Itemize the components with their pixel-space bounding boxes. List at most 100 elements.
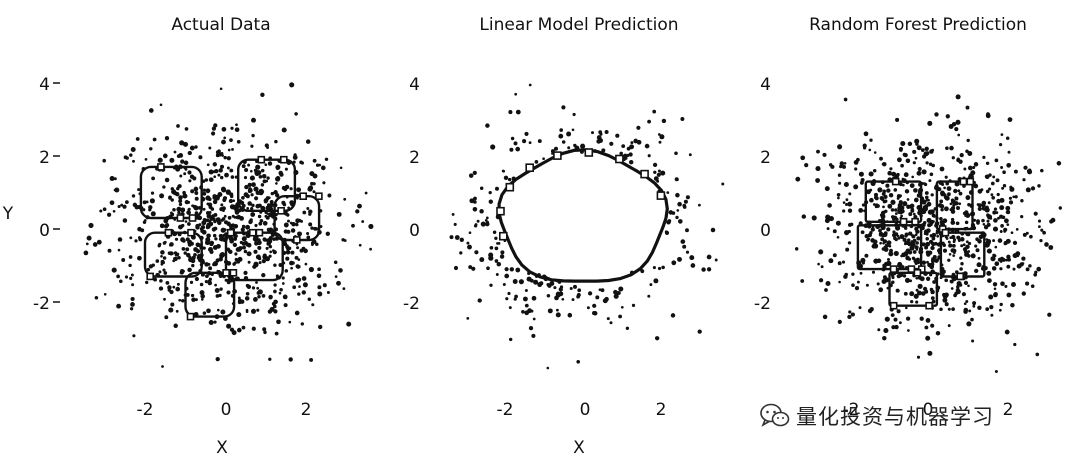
boundary-marker	[229, 268, 238, 277]
data-point	[289, 82, 295, 88]
data-point	[197, 254, 201, 258]
data-point	[884, 316, 890, 322]
data-point	[923, 232, 927, 235]
data-point	[903, 172, 909, 178]
data-point	[208, 219, 212, 223]
data-point	[163, 271, 168, 275]
boundary-marker	[911, 217, 919, 226]
data-point	[239, 200, 245, 206]
data-point	[269, 211, 275, 216]
data-point	[909, 291, 915, 297]
region-outline	[888, 271, 939, 307]
data-point	[959, 267, 963, 271]
data-point	[260, 183, 265, 187]
data-point	[942, 292, 947, 297]
data-point	[246, 242, 252, 248]
data-point	[219, 175, 224, 180]
data-point	[92, 242, 98, 247]
data-point	[308, 266, 314, 273]
data-point	[652, 109, 657, 114]
boundary-marker	[553, 151, 562, 160]
data-point	[963, 302, 967, 306]
data-point	[159, 193, 165, 199]
data-point	[112, 209, 116, 213]
data-point	[129, 276, 133, 280]
data-point	[680, 239, 686, 244]
data-point	[908, 212, 913, 217]
data-point	[660, 170, 666, 176]
data-point	[904, 240, 908, 245]
data-point	[985, 174, 990, 180]
data-point	[241, 224, 246, 229]
data-point	[247, 182, 252, 188]
data-point	[208, 177, 214, 183]
data-point	[287, 246, 292, 251]
y-tick-label: 4	[760, 75, 771, 95]
data-point	[845, 247, 850, 252]
data-point	[956, 206, 960, 210]
data-point	[176, 124, 180, 128]
watermark-text: 量化投资与机器学习	[796, 405, 994, 429]
data-point	[278, 291, 282, 295]
data-point	[939, 199, 944, 204]
data-point	[896, 157, 902, 163]
data-point	[697, 329, 702, 334]
data-point	[273, 283, 277, 287]
data-point	[239, 299, 245, 304]
data-point	[202, 220, 206, 224]
data-point	[182, 193, 188, 199]
panel-title: Actual Data	[171, 15, 270, 35]
data-point	[206, 202, 210, 206]
data-point	[524, 303, 529, 308]
data-point	[1023, 165, 1028, 170]
data-point	[943, 193, 947, 197]
data-point	[592, 311, 598, 316]
data-point	[173, 150, 177, 154]
data-point	[364, 191, 368, 195]
data-point	[159, 279, 163, 283]
data-point	[953, 188, 958, 194]
data-point	[1028, 264, 1032, 268]
data-point	[162, 153, 168, 159]
data-point	[505, 297, 509, 301]
data-point	[111, 267, 117, 273]
data-point	[882, 275, 887, 280]
data-point	[282, 202, 287, 207]
data-point	[916, 145, 922, 151]
data-point	[818, 278, 824, 283]
data-point	[886, 240, 892, 246]
data-point	[187, 170, 192, 175]
data-point	[910, 207, 915, 212]
data-point	[297, 265, 301, 269]
x-tick-label: -2	[843, 400, 860, 420]
data-point	[528, 141, 532, 145]
data-point	[839, 161, 845, 166]
data-point	[200, 228, 205, 234]
data-point	[886, 227, 891, 232]
data-point	[986, 270, 992, 276]
data-point	[682, 244, 687, 249]
data-point	[226, 247, 231, 252]
data-point	[488, 199, 493, 204]
data-point	[800, 279, 805, 283]
data-point	[502, 283, 506, 286]
data-point	[993, 218, 998, 223]
data-point	[153, 277, 158, 282]
data-point	[213, 212, 218, 217]
data-point	[285, 244, 289, 248]
data-point	[1005, 205, 1011, 211]
data-point	[138, 237, 143, 242]
data-point	[502, 169, 506, 173]
data-point	[972, 165, 976, 170]
data-point	[940, 190, 945, 196]
data-point	[822, 152, 827, 157]
data-point	[847, 201, 853, 207]
data-point	[285, 256, 290, 261]
data-point	[246, 207, 250, 210]
data-point	[868, 171, 874, 177]
data-point	[870, 227, 875, 232]
data-point	[227, 215, 232, 220]
data-point	[904, 226, 908, 230]
data-point	[185, 237, 190, 242]
data-point	[272, 249, 275, 252]
